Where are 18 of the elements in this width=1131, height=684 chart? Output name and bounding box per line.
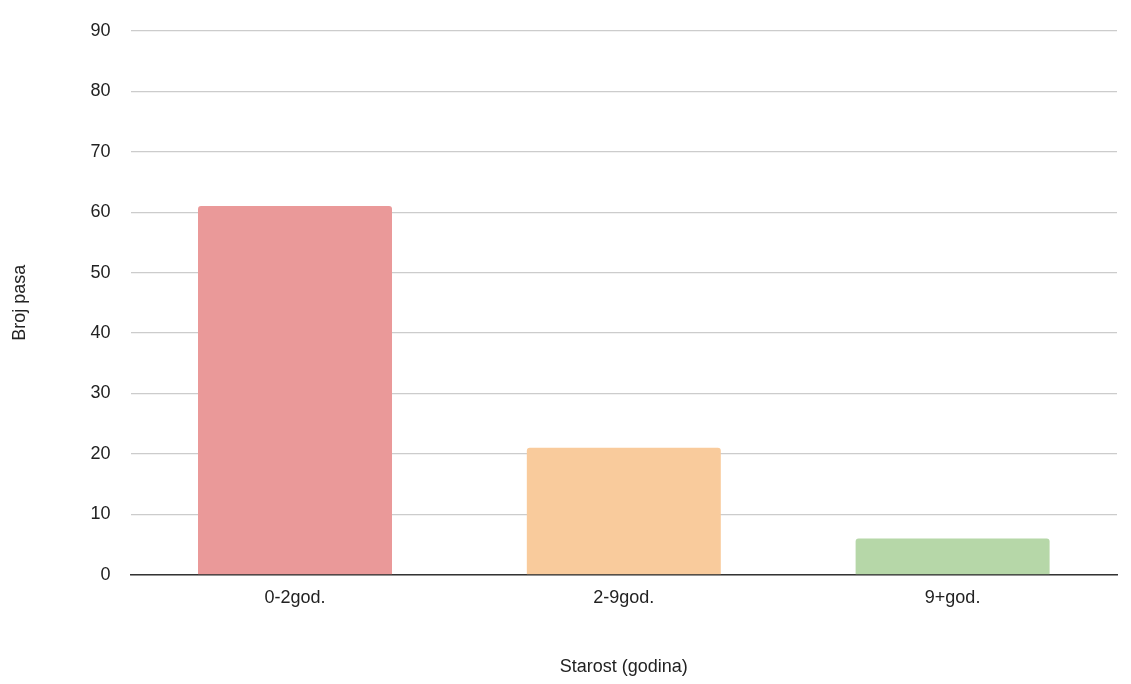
x-tick-label: 2-9god. [593,586,655,607]
y-tick-label: 10 [90,503,111,524]
x-tick-label: 0-2god. [264,586,326,607]
y-tick-label: 30 [90,382,111,403]
y-tick-label: 40 [90,321,111,342]
y-tick-label: 50 [90,261,111,282]
x-axis-title: Starost (godina) [559,656,688,677]
y-tick-label: 60 [90,201,111,222]
bar [855,538,1050,575]
bar [526,447,721,575]
bar [198,206,393,575]
x-tick-label: 9+god. [924,586,981,607]
y-tick-label: 70 [90,140,111,161]
y-tick-label: 0 [100,563,111,584]
y-axis-title: Broj pasa [8,263,29,341]
y-tick-label: 90 [90,19,111,40]
y-tick-label: 80 [90,80,111,101]
y-tick-label: 20 [90,442,111,463]
